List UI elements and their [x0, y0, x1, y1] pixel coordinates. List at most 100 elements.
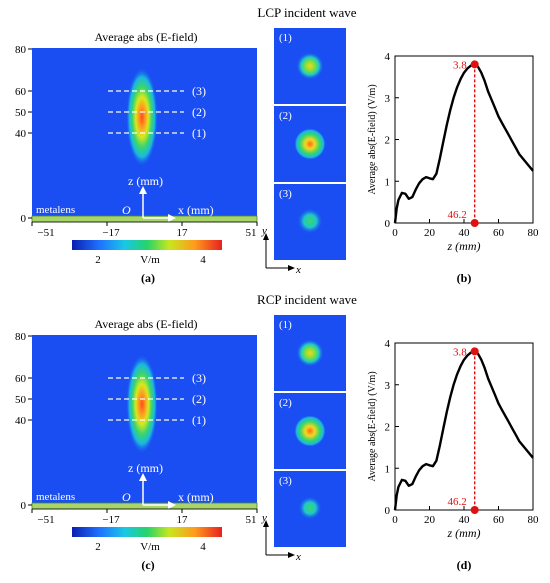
x-tick-label: 0	[392, 227, 398, 239]
x-arrow-head	[168, 214, 176, 222]
z-axis-label: z (mm)	[128, 461, 163, 475]
xy-x-label: x	[295, 551, 301, 563]
metalens-bar	[31, 502, 258, 510]
x-tick-label: 60	[493, 514, 505, 526]
z-arrow-head	[139, 473, 147, 481]
x-axis-label: x (mm)	[178, 490, 214, 504]
wave-title: LCP incident wave	[257, 5, 356, 20]
map-title: Average abs (E-field)	[94, 317, 197, 331]
colorbar-max: 4	[200, 541, 206, 553]
xy-y-label: y	[261, 225, 267, 237]
series-line	[393, 350, 534, 511]
y-tick-label: 3	[385, 93, 391, 105]
x-tick-m51: −51	[37, 514, 54, 526]
x-tick-label: 40	[459, 514, 471, 526]
line-label-3: (3)	[192, 371, 206, 385]
peak-base-marker	[470, 506, 479, 514]
wave-title: RCP incident wave	[257, 292, 357, 307]
colorbar-min: 2	[95, 541, 101, 553]
x-tick-17: 17	[177, 514, 189, 526]
x-tick-label: 0	[392, 514, 398, 526]
peak-y-label: 3.8	[453, 59, 467, 71]
x-tick-label: 80	[528, 514, 540, 526]
colorbar-min: 2	[95, 254, 101, 266]
map-caption: (a)	[141, 271, 155, 285]
x-tick-label: 20	[424, 227, 436, 239]
metalens-label: metalens	[36, 491, 75, 503]
y-tick-40: 40	[15, 415, 27, 427]
x-tick-m17: −17	[102, 227, 120, 239]
y-tick-label: 1	[385, 176, 391, 188]
metalens-bar	[31, 215, 258, 223]
spot-label-2: (2)	[279, 110, 292, 122]
y-tick-label: 1	[385, 463, 391, 475]
line-plot: 0 20 40 60 80 0 1 2 3 4 z (mm) Average abs(E-field)…	[367, 51, 539, 253]
x-tick-label: 40	[459, 227, 471, 239]
y-tick-label: 2	[385, 422, 391, 434]
origin-label: O	[122, 490, 131, 504]
y-axis-label: Average abs(E-field) (V/m)	[367, 371, 378, 481]
spot-label-2: (2)	[279, 397, 292, 409]
spot-label-3: (3)	[279, 188, 292, 200]
y-tick-50: 50	[15, 107, 27, 119]
line-label-1: (1)	[192, 126, 206, 140]
focal-spot	[126, 67, 158, 167]
y-tick-80: 80	[15, 44, 27, 56]
line-label-2: (2)	[192, 392, 206, 406]
z-axis-label: z (mm)	[128, 174, 163, 188]
y-axis-label: Average abs(E-field) (V/m)	[367, 84, 378, 194]
y-tick-0: 0	[21, 500, 27, 512]
y-tick-label: 4	[385, 338, 391, 350]
x-tick-17: 17	[177, 227, 189, 239]
panel-lcp: LCP incident wave Average abs (E-field) …	[15, 5, 539, 285]
map-caption: (c)	[141, 558, 154, 572]
y-tick-40: 40	[15, 128, 27, 140]
spot-label-1: (1)	[279, 32, 292, 44]
peak-y-label: 3.8	[453, 346, 467, 358]
xy-x-label: x	[295, 264, 301, 276]
x-tick-m51: −51	[37, 227, 54, 239]
x-axis-label: x (mm)	[178, 203, 214, 217]
peak-marker	[470, 347, 479, 356]
colorbar	[72, 240, 222, 250]
x-axis-label: z (mm)	[447, 526, 481, 540]
x-arrow-head	[168, 501, 176, 509]
y-tick-60: 60	[15, 373, 27, 385]
colorbar	[72, 527, 222, 537]
x-tick-m17: −17	[102, 514, 120, 526]
line-plot: 0 20 40 60 80 0 1 2 3 4 z (mm) Average abs(E-field)…	[367, 338, 539, 540]
x-tick-51: 51	[246, 514, 257, 526]
line-label-1: (1)	[192, 413, 206, 427]
y-tick-label: 4	[385, 51, 391, 63]
xy-y-label: y	[261, 512, 267, 524]
x-axis-label: z (mm)	[447, 239, 481, 253]
plot-caption: (d)	[457, 558, 472, 572]
peak-x-label: 46.2	[447, 496, 466, 508]
y-tick-label: 3	[385, 380, 391, 392]
colorbar-unit: V/m	[140, 541, 160, 553]
y-tick-label: 2	[385, 135, 391, 147]
y-tick-label: 0	[385, 505, 391, 517]
line-label-2: (2)	[192, 105, 206, 119]
y-tick-label: 0	[385, 218, 391, 230]
peak-base-marker	[470, 219, 479, 227]
y-tick-60: 60	[15, 86, 27, 98]
spot-label-3: (3)	[279, 475, 292, 487]
panel-rcp: RCP incident wave Average abs (E-field) …	[15, 292, 539, 572]
x-tick-51: 51	[246, 227, 257, 239]
x-tick-label: 60	[493, 227, 505, 239]
colorbar-max: 4	[200, 254, 206, 266]
line-label-3: (3)	[192, 84, 206, 98]
peak-x-label: 46.2	[447, 209, 466, 221]
focal-spot	[126, 354, 158, 454]
colorbar-unit: V/m	[140, 254, 160, 266]
spot-label-1: (1)	[279, 319, 292, 331]
map-title: Average abs (E-field)	[94, 30, 197, 44]
y-tick-80: 80	[15, 331, 27, 343]
plot-caption: (b)	[457, 271, 472, 285]
metalens-label: metalens	[36, 204, 75, 216]
series-line	[393, 63, 534, 224]
y-tick-50: 50	[15, 394, 27, 406]
z-arrow-head	[139, 186, 147, 194]
